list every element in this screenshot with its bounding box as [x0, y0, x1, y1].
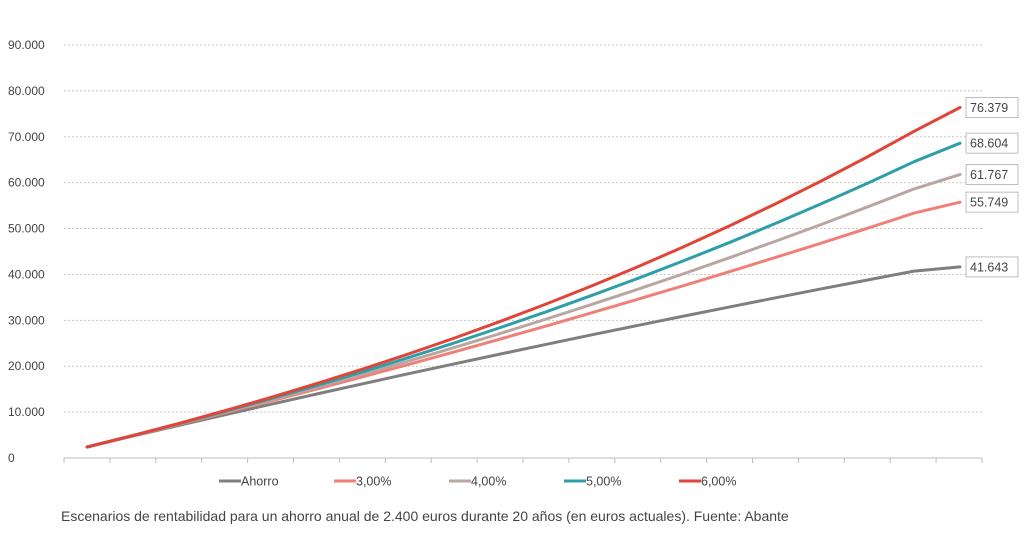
end-label: 41.643 [965, 256, 1019, 278]
series-line-ahorro [85, 265, 962, 449]
y-tick-label: 80.000 [8, 84, 45, 98]
chart: 0 10.000 20.000 30.000 40.000 50.000 60.000 70.… [8, 38, 1019, 489]
y-axis-tick-labels: 0 10.000 20.000 30.000 40.000 50.000 60.000 70.… [8, 38, 45, 465]
legend-item: Ahorro [219, 475, 279, 489]
end-label: 76.379 [965, 97, 1019, 119]
gridlines [64, 44, 982, 413]
end-label: 61.767 [965, 164, 1019, 186]
legend-item: 3,00% [334, 475, 391, 489]
legend-label: Ahorro [241, 475, 279, 489]
y-tick-label: 70.000 [8, 130, 45, 144]
end-label-value: 68.604 [970, 137, 1008, 151]
end-label-value: 76.379 [970, 101, 1008, 115]
x-axis [63, 457, 983, 463]
chart-caption: Escenarios de rentabilidad para un ahorr… [61, 508, 789, 524]
end-labels: 41.643 55.749 61.767 68.604 76.379 [965, 97, 1019, 278]
series-line-5-00- [85, 141, 962, 449]
series-line-3-00- [85, 200, 962, 449]
y-tick-label: 20.000 [8, 359, 45, 373]
series-line-4-00- [85, 173, 962, 449]
y-tick-label: 90.000 [8, 38, 45, 52]
y-tick-label: 60.000 [8, 176, 45, 190]
y-tick-label: 10.000 [8, 405, 45, 419]
end-label: 55.749 [965, 191, 1019, 213]
legend-label: 5,00% [586, 475, 621, 489]
y-tick-label: 0 [8, 451, 15, 465]
legend-item: 5,00% [564, 475, 621, 489]
legend: Ahorro 3,00% 4,00% 5,00% 6,00% [219, 475, 736, 489]
end-label-box [965, 256, 1019, 278]
end-label-box [965, 191, 1019, 213]
legend-label: 3,00% [356, 475, 391, 489]
legend-item: 4,00% [449, 475, 506, 489]
y-tick-label: 30.000 [8, 313, 45, 327]
series-lines [85, 106, 962, 449]
series-line-6-00- [85, 106, 962, 449]
end-label-box [965, 164, 1019, 186]
legend-label: 6,00% [701, 475, 736, 489]
end-label-value: 41.643 [970, 260, 1008, 274]
end-label-value: 55.749 [970, 196, 1008, 210]
end-label-value: 61.767 [970, 168, 1008, 182]
y-tick-label: 40.000 [8, 267, 45, 281]
y-tick-label: 50.000 [8, 222, 45, 236]
legend-label: 4,00% [471, 475, 506, 489]
end-label-box [965, 97, 1019, 119]
legend-item: 6,00% [679, 475, 736, 489]
end-label: 68.604 [965, 132, 1019, 154]
end-label-box [965, 132, 1019, 154]
